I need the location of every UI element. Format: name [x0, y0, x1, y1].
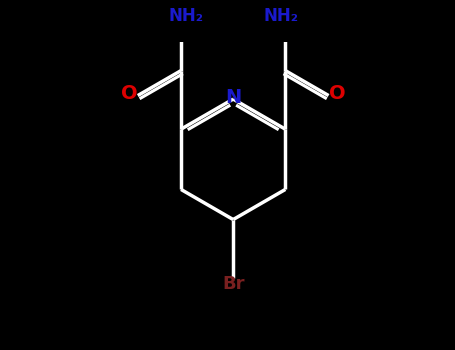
Text: NH₂: NH₂ [263, 7, 298, 25]
Text: N: N [225, 88, 241, 107]
Text: NH₂: NH₂ [168, 7, 203, 25]
Text: O: O [121, 84, 137, 104]
Text: O: O [329, 84, 346, 104]
Text: Br: Br [222, 275, 244, 294]
